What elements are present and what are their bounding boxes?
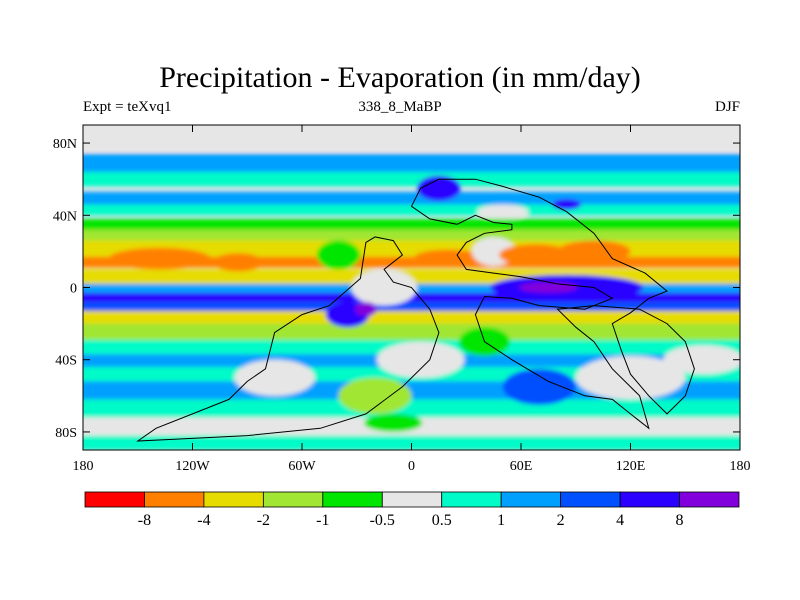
y-tick-label: 80N <box>53 137 77 152</box>
colorbar-swatch-8 <box>560 491 621 508</box>
field-patch-4 <box>415 249 481 265</box>
field-band-8 <box>83 256 740 268</box>
field-band-21 <box>83 435 740 450</box>
colorbar-swatch-4 <box>322 491 383 508</box>
y-tick-label: 40S <box>55 354 77 369</box>
field-band-0 <box>83 128 740 151</box>
x-tick-label: 60W <box>288 459 316 474</box>
colorbar-label: -2 <box>257 512 270 529</box>
field-patch-18 <box>234 359 315 396</box>
field-band-3 <box>83 191 740 207</box>
colorbar-label: 0.5 <box>432 512 452 529</box>
experiment-label: Expt = teXvq1 <box>83 99 172 115</box>
x-tick-label: 180 <box>73 459 94 474</box>
map-title: Precipitation - Evaporation (in mm/day) <box>159 61 641 94</box>
y-axis-ticks: 80N 40N 0 40S 80S <box>53 137 740 441</box>
field-patch-14 <box>354 301 377 317</box>
precipitation-field <box>83 128 740 450</box>
colorbar-swatch-5 <box>381 491 443 508</box>
field-patch-9 <box>519 282 578 293</box>
x-tick-label: 120W <box>175 459 210 474</box>
continent-outline-0 <box>136 236 440 442</box>
field-band-12 <box>83 301 740 313</box>
field-patch-0 <box>108 247 211 270</box>
colorbar-label: 8 <box>676 512 684 529</box>
field-band-11 <box>83 292 740 304</box>
x-tick-label: 180 <box>730 459 751 474</box>
season-label: DJF <box>714 99 740 115</box>
field-patch-6 <box>499 244 573 266</box>
x-tick-label: 0 <box>408 459 415 474</box>
x-tick-label: 120E <box>616 459 646 474</box>
colorbar-swatch-10 <box>679 491 740 508</box>
colorbar-swatch-7 <box>500 491 562 508</box>
colorbar-swatch-2 <box>203 491 264 508</box>
colorbar-label: -0.5 <box>370 512 395 529</box>
field-band-2 <box>83 171 740 187</box>
y-tick-label: 40N <box>53 209 77 224</box>
field-patch-20 <box>502 368 576 405</box>
field-band-1 <box>83 153 740 176</box>
colorbar-label: -4 <box>197 512 210 529</box>
y-tick-label: 0 <box>70 282 77 297</box>
field-patch-7 <box>557 240 631 263</box>
colorbar-label: 4 <box>616 512 624 529</box>
colorbar-label: -1 <box>316 512 329 529</box>
field-band-4 <box>83 204 740 216</box>
field-patch-1 <box>212 253 264 272</box>
field-patch-19 <box>575 356 686 400</box>
colorbar-label: 1 <box>497 512 505 529</box>
colorbar-swatch-1 <box>144 491 205 508</box>
field-patch-15 <box>376 341 465 378</box>
field-band-5 <box>83 218 740 234</box>
field-patch-17 <box>364 413 423 432</box>
field-patch-21 <box>663 345 740 375</box>
colorbar: -8 -4 -2 -1 -0.5 0.5 1 2 4 8 <box>84 491 740 529</box>
field-band-14 <box>83 323 740 342</box>
field-patch-2 <box>316 240 361 270</box>
field-band-13 <box>83 310 740 326</box>
field-patch-16 <box>338 377 412 414</box>
continent-outlines <box>136 178 695 442</box>
field-patch-3 <box>351 269 417 306</box>
period-label: 338_8_MaBP <box>358 99 442 115</box>
colorbar-label: 2 <box>557 512 565 529</box>
colorbar-swatch-3 <box>262 491 324 508</box>
field-patch-12 <box>477 204 529 219</box>
x-tick-label: 60E <box>510 459 533 474</box>
field-patch-11 <box>552 199 582 210</box>
map-area: 180 120W 60W 0 60E 120E 180 80N 40N 0 40S 80S <box>53 124 751 474</box>
y-tick-label: 80S <box>55 426 77 441</box>
field-patch-10 <box>416 175 461 201</box>
x-axis-ticks: 180 120W 60W 0 60E 120E 180 <box>73 125 751 474</box>
field-band-19 <box>83 399 740 418</box>
colorbar-swatch-9 <box>619 491 680 508</box>
colorbar-swatch-0 <box>84 491 145 508</box>
colorbar-swatch-6 <box>441 491 502 508</box>
continent-outline-1 <box>410 178 695 430</box>
colorbar-label: -8 <box>138 512 151 529</box>
